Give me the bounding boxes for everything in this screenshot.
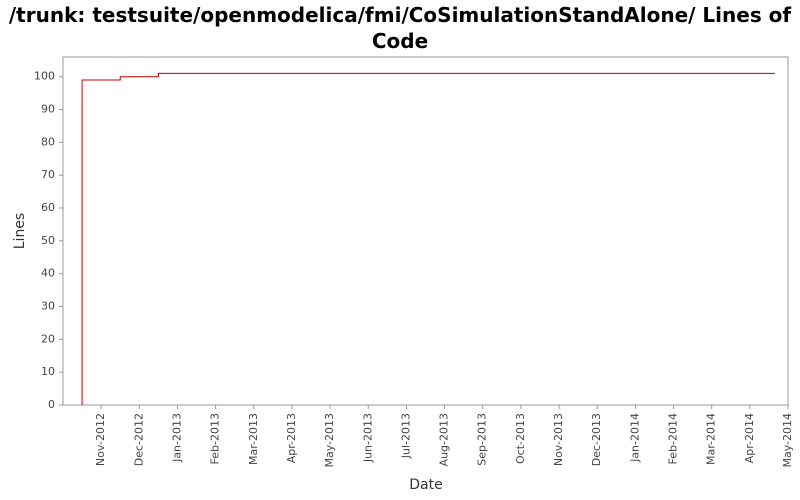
y-tick-label: 20 <box>41 332 55 345</box>
x-tick-label: Nov-2013 <box>552 413 565 466</box>
y-tick-label: 60 <box>41 201 55 214</box>
chart-title: /trunk: testsuite/openmodelica/fmi/CoSim… <box>8 3 792 53</box>
x-tick-label: Nov-2012 <box>94 413 107 466</box>
y-tick-label: 0 <box>48 398 55 411</box>
x-tick-label: Feb-2014 <box>667 413 680 464</box>
y-tick-label: 50 <box>41 234 55 247</box>
x-tick-label: Dec-2013 <box>590 413 603 466</box>
y-tick-label: 80 <box>41 135 55 148</box>
x-axis-title: Date <box>409 477 442 493</box>
y-tick-label: 90 <box>41 103 55 116</box>
y-tick-label: 30 <box>41 300 55 313</box>
y-axis-title: Lines <box>12 213 28 249</box>
x-tick-label: Jan-2014 <box>628 413 641 463</box>
x-tick-label: Jan-2013 <box>170 413 183 463</box>
x-tick-label: May-2013 <box>323 413 336 468</box>
y-tick-label: 100 <box>34 70 55 83</box>
x-tick-label: Mar-2013 <box>247 413 260 465</box>
x-tick-label: Feb-2013 <box>209 413 222 464</box>
x-tick-label: Jul-2013 <box>399 413 412 459</box>
x-tick-label: Dec-2012 <box>132 413 145 466</box>
x-tick-label: Apr-2014 <box>743 413 756 463</box>
series-line <box>81 72 775 405</box>
y-tick-label: 70 <box>41 168 55 181</box>
plot-area <box>62 56 789 406</box>
x-tick-label: Oct-2013 <box>514 413 527 464</box>
x-tick-label: Aug-2013 <box>438 413 451 466</box>
y-tick-label: 10 <box>41 365 55 378</box>
x-tick-label: May-2014 <box>781 413 794 468</box>
x-tick-label: Jun-2013 <box>361 413 374 463</box>
x-tick-label: Mar-2014 <box>705 413 718 465</box>
x-tick-label: Apr-2013 <box>285 413 298 463</box>
y-tick-label: 40 <box>41 267 55 280</box>
x-tick-label: Sep-2013 <box>476 413 489 466</box>
